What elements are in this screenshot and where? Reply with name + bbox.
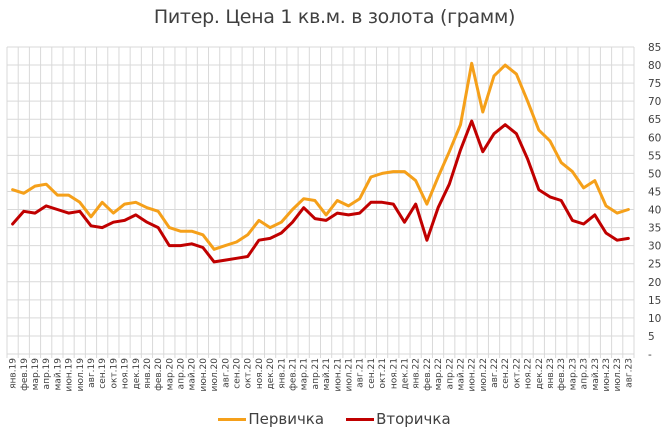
- x-tick-label: янв.22: [412, 358, 422, 389]
- x-tick-label: июн.20: [199, 358, 209, 392]
- x-tick-label: ноя.19: [121, 358, 131, 389]
- series-line-pervichka: [11, 61, 630, 251]
- x-tick-label: мар.22: [434, 358, 444, 390]
- x-tick-label: янв.20: [143, 358, 153, 389]
- legend-label-vtorichka: Вторичка: [376, 410, 451, 428]
- x-tick-label: апр.21: [311, 358, 321, 389]
- x-tick-label: авг.23: [624, 358, 634, 388]
- x-tick-label: дек.20: [266, 358, 276, 390]
- x-tick-label: мар.21: [300, 358, 310, 390]
- y-tick-label: 25: [648, 259, 661, 271]
- x-tick-label: ноя.21: [389, 358, 399, 389]
- x-tick-label: окт.19: [109, 358, 119, 389]
- x-tick-label: дек.22: [535, 358, 545, 390]
- x-tick-label: янв.23: [546, 358, 556, 389]
- y-tick-label: 20: [648, 277, 661, 289]
- x-tick-label: окт.22: [512, 358, 522, 389]
- x-tick-label: май.20: [188, 358, 198, 391]
- x-tick-label: сен.19: [98, 358, 108, 389]
- x-tick-label: мар.19: [31, 358, 41, 391]
- x-tick-label: ноя.22: [524, 358, 534, 389]
- y-tick-label: 65: [648, 114, 661, 126]
- y-tick-label: 80: [648, 60, 661, 72]
- x-tick-label: фев.22: [423, 358, 433, 391]
- x-tick-label: фев.23: [557, 358, 567, 391]
- y-axis-labels: - 5 10 15 20 25 30 35 40 45 50 55 60 65 70 75 80 85: [648, 42, 661, 361]
- y-tick-label: 10: [648, 313, 661, 325]
- y-tick-label: 60: [648, 132, 661, 144]
- legend-swatch-pervichka: [218, 417, 247, 421]
- x-tick-label: ноя.20: [255, 358, 265, 389]
- legend-swatch-vtorichka: [346, 417, 375, 421]
- x-tick-label: июл.21: [344, 358, 354, 392]
- x-tick-label: май.23: [591, 358, 601, 390]
- series-line-vtorichka: [11, 119, 630, 264]
- x-tick-label: окт.21: [378, 358, 388, 389]
- x-axis-labels: янв.19 фев.19 мар.19 апр.19 май.19 июн.19 июл.…: [9, 358, 635, 392]
- y-tick-label: 70: [648, 96, 661, 108]
- legend-item-vtorichka: Вторичка: [346, 410, 451, 428]
- y-tick-label: 5: [648, 331, 655, 343]
- y-tick-label: 50: [648, 168, 661, 180]
- chart-legend: Первичка Вторичка: [0, 410, 669, 428]
- x-tick-label: апр.19: [42, 358, 52, 390]
- x-tick-label: июн.21: [333, 358, 343, 392]
- x-tick-label: фев.20: [154, 358, 164, 391]
- x-tick-label: окт.20: [244, 358, 254, 389]
- y-tick-label: 85: [648, 42, 661, 54]
- data-series: [11, 61, 630, 264]
- x-tick-label: июл.19: [76, 358, 86, 392]
- x-tick-label: июн.23: [602, 358, 612, 392]
- x-tick-label: дек.19: [132, 358, 142, 390]
- x-tick-label: сен.21: [367, 358, 377, 389]
- x-tick-label: июн.22: [468, 358, 478, 392]
- x-tick-label: май.21: [322, 358, 332, 390]
- x-tick-label: июл.22: [479, 358, 489, 392]
- x-tick-label: июл.23: [613, 358, 623, 392]
- x-tick-label: апр.23: [580, 358, 590, 389]
- x-tick-label: фев.21: [289, 358, 299, 391]
- x-tick-label: апр.22: [445, 358, 455, 389]
- y-tick-label: 40: [648, 205, 661, 217]
- x-tick-label: май.22: [456, 358, 466, 390]
- x-tick-label: июн.19: [65, 358, 75, 392]
- x-tick-label: апр.20: [177, 358, 187, 390]
- y-tick-label: 15: [648, 295, 661, 307]
- y-tick-label: 75: [648, 78, 661, 90]
- y-tick-label: 45: [648, 186, 661, 198]
- x-tick-label: сен.22: [501, 358, 511, 389]
- x-tick-label: авг.20: [221, 358, 231, 388]
- x-tick-label: сен.20: [233, 358, 243, 389]
- x-tick-label: май.19: [53, 358, 63, 391]
- gridlines: [6, 46, 635, 358]
- x-tick-label: янв.19: [9, 358, 19, 389]
- x-tick-label: фев.19: [20, 358, 30, 391]
- line-chart-plot: - 5 10 15 20 25 30 35 40 45 50 55 60 65 70 75 80 85 янв.1…: [6, 42, 661, 392]
- x-tick-label: янв.21: [277, 358, 287, 389]
- y-tick-label: 35: [648, 223, 661, 235]
- x-tick-label: мар.20: [165, 358, 175, 391]
- x-tick-label: авг.22: [490, 358, 500, 388]
- legend-label-pervichka: Первичка: [248, 410, 325, 428]
- y-tick-label: 30: [648, 241, 661, 253]
- chart-title: Питер. Цена 1 кв.м. в золота (грамм): [153, 6, 516, 28]
- legend-item-pervichka: Первичка: [218, 410, 324, 428]
- x-tick-label: дек.21: [400, 358, 410, 390]
- x-tick-label: мар.23: [568, 358, 578, 390]
- x-tick-label: авг.21: [356, 358, 366, 388]
- y-tick-label: -: [648, 349, 652, 361]
- x-tick-label: июл.20: [210, 358, 220, 392]
- x-tick-label: авг.19: [87, 358, 97, 388]
- y-tick-label: 55: [648, 150, 661, 162]
